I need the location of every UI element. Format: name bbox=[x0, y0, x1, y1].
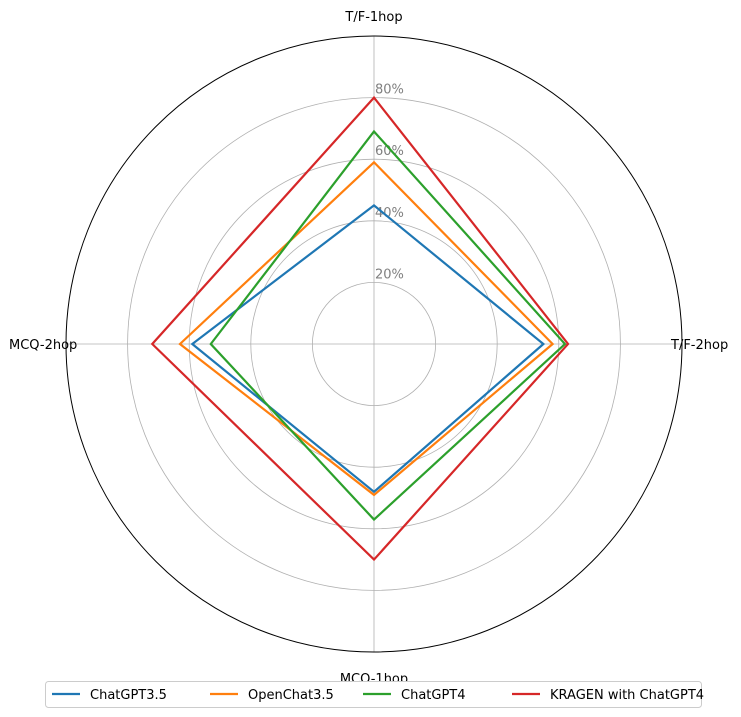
series-line-kragen-with-chatgpt4 bbox=[150, 95, 570, 562]
series-line-openchat3-5 bbox=[178, 160, 555, 497]
legend-label: KRAGEN with ChatGPT4 bbox=[550, 688, 704, 703]
r-tick-label: 20% bbox=[375, 267, 404, 282]
category-label: MCQ-2hop bbox=[9, 338, 77, 353]
r-tick-label: 40% bbox=[375, 206, 404, 221]
legend-label: ChatGPT3.5 bbox=[90, 688, 167, 703]
category-label: T/F-2hop bbox=[670, 338, 728, 353]
series-line-chatgpt3-5 bbox=[190, 203, 546, 494]
series-line-chatgpt4 bbox=[209, 129, 567, 522]
outer-frame bbox=[65, 35, 683, 653]
legend-label: OpenChat3.5 bbox=[248, 688, 334, 703]
legend: ChatGPT3.5 OpenChat3.5 ChatGPT4 KRAGEN with… bbox=[45, 681, 704, 708]
r-tick-label: 80% bbox=[375, 83, 404, 98]
category-label: T/F-1hop bbox=[344, 10, 402, 25]
legend-label: ChatGPT4 bbox=[401, 688, 466, 703]
r-tick-label: 60% bbox=[375, 144, 404, 159]
